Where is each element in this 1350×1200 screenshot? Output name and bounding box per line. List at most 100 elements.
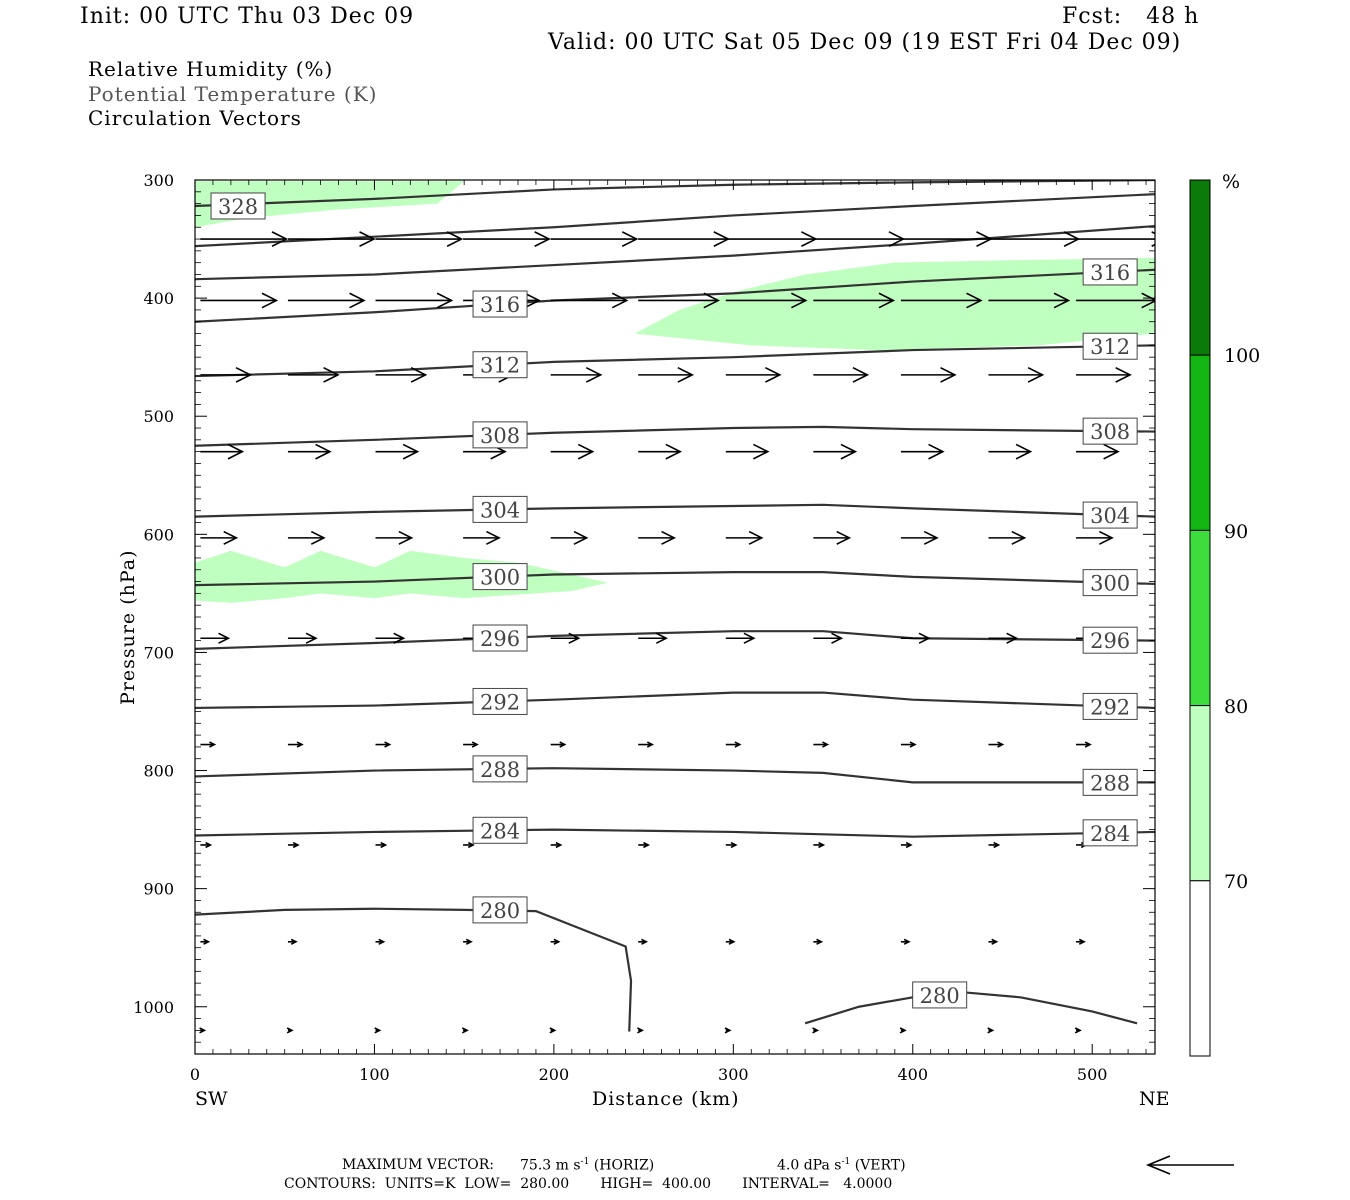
wind-vector	[900, 632, 931, 644]
wind-vector	[1076, 292, 1155, 309]
wind-vector	[375, 366, 428, 383]
wind-vector	[1076, 366, 1132, 383]
theta-contour-280	[804, 991, 1138, 1025]
svg-text:296: 296	[1090, 629, 1130, 653]
colorbar-segment	[1189, 354, 1211, 531]
contour-label-280: 280	[472, 896, 528, 924]
y-tick-label: 400	[143, 289, 174, 308]
wind-vector	[988, 841, 1001, 849]
wind-vector	[200, 366, 253, 383]
contour-info: CONTOURS: UNITS=K LOW= 280.00 HIGH= 400.…	[284, 1176, 893, 1192]
contour-label-300: 300	[472, 563, 528, 591]
wind-vector	[1076, 741, 1092, 748]
wind-vector	[375, 292, 454, 309]
wind-vector	[463, 530, 501, 545]
svg-text:292: 292	[480, 690, 520, 714]
contour-label-296: 296	[1082, 626, 1138, 654]
wind-vector	[813, 231, 906, 247]
svg-text:308: 308	[1090, 420, 1130, 444]
contour-label-308: 308	[1082, 417, 1138, 445]
colorbar-label-90: 90	[1224, 521, 1248, 543]
wind-vector	[287, 366, 340, 383]
svg-text:288: 288	[480, 758, 520, 782]
svg-text:292: 292	[1090, 695, 1130, 719]
wind-vector	[286, 1027, 294, 1034]
wind-vector	[813, 841, 826, 849]
rh-area-1	[634, 257, 1155, 351]
wind-vector	[638, 741, 655, 748]
svg-text:280: 280	[480, 899, 520, 923]
wind-vector	[725, 292, 808, 309]
wind-vector	[638, 841, 651, 849]
x-tick-label: 400	[897, 1065, 928, 1084]
max-vector-horiz: 75.3 m s-1 (HORIZ)	[520, 1157, 655, 1174]
wind-vector	[200, 632, 231, 644]
svg-text:288: 288	[1090, 771, 1130, 795]
contour-label-308: 308	[472, 421, 528, 449]
colorbar-label-100: 100	[1224, 345, 1260, 367]
wind-vector	[988, 632, 1019, 644]
wind-vector	[813, 292, 896, 309]
wind-vector	[988, 366, 1045, 383]
wind-vector	[550, 231, 639, 247]
wind-vector	[988, 443, 1033, 460]
wind-vector	[287, 292, 366, 309]
x-tick-label: 0	[190, 1065, 200, 1084]
contour-label-288: 288	[472, 755, 528, 783]
colorbar-label-70: 70	[1224, 871, 1248, 893]
wind-vector	[725, 366, 782, 383]
theta-contour-312	[195, 344, 1155, 378]
wind-vector	[375, 741, 392, 748]
theta-contour-304	[195, 503, 1155, 518]
contour-label-292: 292	[472, 687, 528, 715]
wind-vector	[287, 443, 332, 460]
wind-vector	[900, 366, 957, 383]
axis-tick-layer: 0 100 200 300 400 500 300 400 500 600 700 800 900 100…	[133, 171, 1155, 1084]
wind-vector	[725, 231, 818, 247]
wind-vector	[463, 231, 551, 247]
theta-contour-284	[195, 828, 1155, 838]
wind-vector	[375, 938, 386, 945]
theta-contour-300	[195, 571, 1155, 587]
wind-vector	[638, 632, 669, 644]
wind-vector	[200, 841, 213, 849]
wind-vector	[988, 938, 999, 945]
wind-vector	[899, 1027, 907, 1034]
wind-vector	[549, 1027, 557, 1034]
y-tick-label: 600	[143, 525, 174, 544]
contour-label-304: 304	[472, 495, 528, 523]
forecast-hour: Fcst: 48 h	[1062, 4, 1200, 29]
wind-vector	[287, 938, 298, 945]
svg-text:296: 296	[480, 627, 520, 651]
wind-vector	[287, 231, 376, 247]
x-tick-label: 300	[718, 1065, 749, 1084]
wind-vector	[287, 632, 318, 644]
wind-vector	[375, 530, 414, 545]
wind-vector	[813, 632, 844, 644]
wind-vector	[287, 841, 300, 849]
wind-vector	[813, 741, 830, 748]
contour-label-layer: 328 316 316 312 312 308 308 304 304 300 300 296 296 2…	[210, 192, 1138, 1009]
wind-vector	[813, 443, 858, 460]
y-tick-label: 1000	[133, 998, 174, 1017]
wind-vector	[200, 443, 245, 460]
wind-vector	[463, 741, 479, 748]
vector-layer	[199, 231, 1155, 1034]
wind-vector	[988, 292, 1071, 309]
wind-vector	[813, 530, 852, 545]
wind-vector	[287, 741, 304, 748]
wind-vector	[463, 841, 475, 849]
wind-vector	[725, 530, 764, 545]
wind-vector	[200, 938, 211, 945]
contour-label-316: 316	[472, 290, 528, 318]
theta-contour-288	[195, 767, 1155, 784]
contour-label-296: 296	[472, 624, 528, 652]
theta-contour-328	[195, 180, 1155, 208]
theta-contour-320	[195, 224, 1155, 281]
wind-vector	[463, 938, 473, 945]
wind-vector	[1076, 443, 1120, 460]
wind-vector	[900, 443, 945, 460]
wind-vector	[550, 530, 589, 545]
contour-label-284: 284	[1082, 819, 1138, 847]
wind-vector	[725, 841, 738, 849]
